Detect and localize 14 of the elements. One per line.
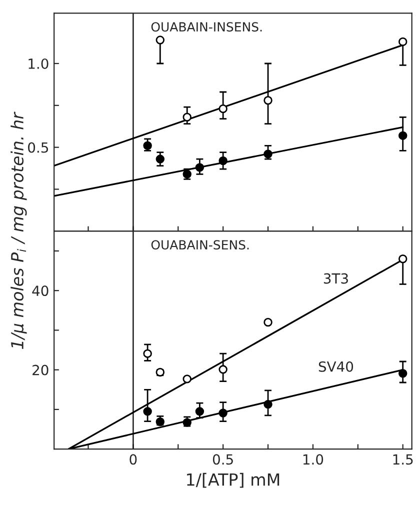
y-tick-label: 0.5 [28, 142, 48, 153]
x-tick-label: 0.5 [212, 454, 233, 465]
y-axis-title: 1/μ moles P$_{i}$ / mg protein. hr [10, 112, 27, 349]
y-tick-label: 1.0 [28, 58, 48, 69]
annotation: OUABAIN-INSENS. [151, 22, 262, 32]
annotation: OUABAIN-SENS. [151, 240, 249, 250]
x-tick-label: 0 [130, 454, 137, 465]
x-tick-label: 1.5 [393, 454, 413, 465]
series-label: 3T3 [324, 273, 348, 284]
y-tick-label: 20 [32, 364, 48, 376]
series-label: SV40 [318, 361, 354, 372]
x-tick-label: 1.0 [303, 454, 324, 465]
y-tick-label: 40 [32, 286, 48, 296]
x-axis-title: 1/[ATP] mM [187, 472, 280, 488]
